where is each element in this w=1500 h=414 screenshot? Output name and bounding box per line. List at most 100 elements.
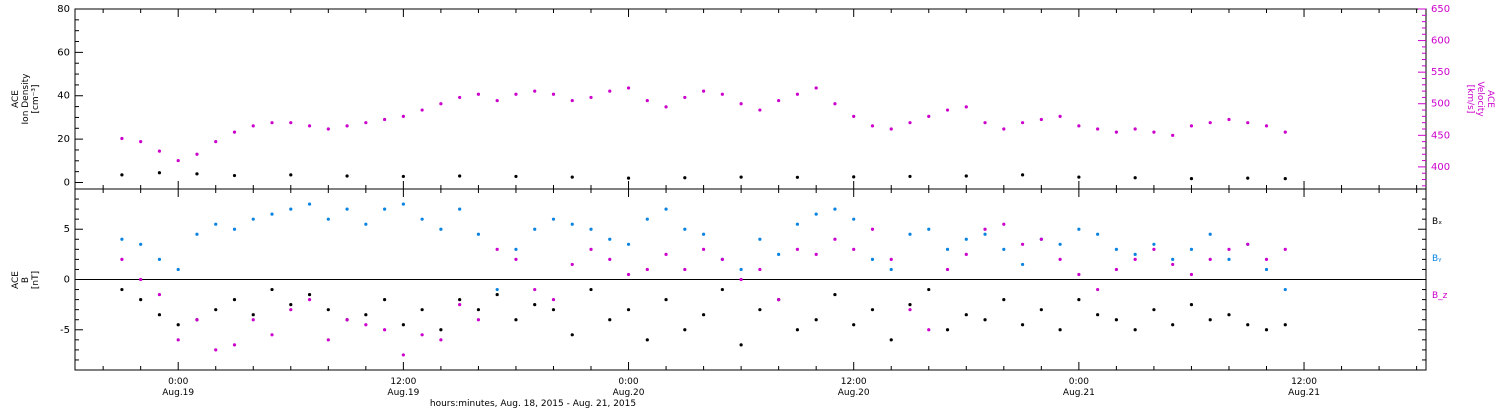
data-point-bottom bbox=[833, 292, 837, 297]
y2-axis-label-top-line: [km/s] bbox=[1465, 85, 1475, 114]
data-point-top bbox=[1283, 130, 1287, 134]
data-point-bottom bbox=[1152, 247, 1156, 251]
data-point-bottom bbox=[1208, 318, 1212, 322]
data-point-bottom bbox=[908, 308, 912, 312]
data-point-bottom bbox=[289, 303, 293, 307]
data-point-top bbox=[570, 175, 574, 179]
data-point-top bbox=[964, 105, 968, 109]
data-point-bottom bbox=[1133, 257, 1137, 261]
y2-tick-label-top: 400 bbox=[1431, 162, 1450, 173]
data-point-bottom bbox=[814, 252, 818, 256]
data-point-top bbox=[927, 114, 931, 118]
data-point-bottom bbox=[1264, 257, 1269, 261]
data-point-top bbox=[777, 98, 781, 103]
data-point-bottom bbox=[701, 313, 706, 317]
data-point-top bbox=[870, 124, 875, 128]
data-point-bottom bbox=[345, 207, 349, 211]
x-tick-label-date: Aug.19 bbox=[387, 388, 419, 398]
data-point-top bbox=[983, 121, 987, 125]
data-point-bottom bbox=[626, 308, 631, 312]
data-point-bottom bbox=[195, 232, 199, 236]
data-point-bottom bbox=[570, 222, 574, 226]
y2-tick-label-top: 550 bbox=[1431, 67, 1450, 78]
data-point-bottom bbox=[1171, 262, 1175, 267]
data-point-bottom bbox=[1208, 232, 1212, 236]
data-point-top bbox=[551, 92, 556, 96]
data-point-bottom bbox=[983, 232, 987, 236]
data-point-bottom bbox=[720, 257, 724, 261]
data-point-bottom bbox=[626, 242, 631, 246]
data-point-bottom bbox=[326, 308, 330, 312]
data-point-top bbox=[1002, 127, 1006, 131]
y-axis-label-bottom-line: ACE bbox=[11, 271, 21, 289]
data-point-bottom bbox=[1114, 247, 1118, 251]
data-point-top bbox=[814, 86, 818, 90]
data-point-top bbox=[345, 124, 349, 128]
data-point-top bbox=[570, 98, 574, 103]
data-point-top bbox=[852, 175, 856, 179]
data-point-bottom bbox=[251, 217, 255, 221]
data-point-top bbox=[739, 102, 743, 106]
data-point-bottom bbox=[514, 257, 518, 261]
data-point-bottom bbox=[589, 227, 593, 231]
y2-axis-label-top-line: ACE bbox=[1485, 90, 1495, 108]
data-point-bottom bbox=[945, 267, 950, 272]
data-point-top bbox=[758, 108, 762, 112]
x-tick-label-date: Aug.19 bbox=[162, 388, 194, 398]
data-point-bottom bbox=[1152, 308, 1156, 312]
data-point-bottom bbox=[645, 217, 649, 221]
y-axis-label-top-line: ACE bbox=[11, 90, 21, 108]
data-point-bottom bbox=[777, 252, 781, 256]
data-point-bottom bbox=[1039, 308, 1043, 312]
y-tick-label-top: 0 bbox=[64, 177, 70, 188]
data-point-top bbox=[1077, 175, 1081, 179]
x-tick-label-time: 12:00 bbox=[1291, 377, 1317, 387]
data-point-bottom bbox=[383, 328, 387, 332]
data-point-top bbox=[645, 98, 649, 103]
data-point-bottom bbox=[758, 237, 762, 241]
data-point-bottom bbox=[1058, 257, 1062, 261]
data-point-bottom bbox=[1077, 298, 1081, 302]
y2-tick-label-top: 600 bbox=[1431, 36, 1450, 47]
x-tick-label-time: 0:00 bbox=[618, 377, 638, 387]
data-point-bottom bbox=[214, 222, 218, 226]
data-point-bottom bbox=[476, 318, 481, 322]
data-point-bottom bbox=[232, 298, 237, 302]
data-point-top bbox=[439, 102, 443, 106]
data-point-top bbox=[683, 95, 687, 100]
data-point-bottom bbox=[289, 308, 293, 312]
data-point-bottom bbox=[364, 313, 368, 317]
data-point-bottom bbox=[1264, 328, 1269, 332]
data-point-bottom bbox=[1283, 323, 1287, 327]
data-point-bottom bbox=[401, 353, 405, 357]
data-point-bottom bbox=[589, 287, 593, 292]
data-point-bottom bbox=[495, 287, 499, 292]
data-point-top bbox=[1246, 176, 1250, 180]
data-point-bottom bbox=[626, 272, 631, 277]
data-point-bottom bbox=[739, 277, 743, 282]
data-point-bottom bbox=[1227, 313, 1231, 317]
data-point-top bbox=[383, 117, 387, 122]
y-tick-label-top: 60 bbox=[57, 47, 70, 58]
data-point-bottom bbox=[570, 262, 574, 267]
data-point-bottom bbox=[439, 227, 443, 231]
data-point-top bbox=[1114, 130, 1118, 134]
data-point-bottom bbox=[307, 292, 312, 297]
data-point-top bbox=[139, 140, 143, 144]
data-point-bottom bbox=[833, 237, 837, 241]
data-point-top bbox=[1208, 121, 1212, 125]
x-tick-label-time: 12:00 bbox=[390, 377, 416, 387]
data-point-bottom bbox=[251, 318, 255, 322]
y-axis-label-top: ACE Ion Density [cm⁻³] bbox=[11, 73, 41, 125]
data-point-bottom bbox=[645, 267, 649, 272]
data-point-bottom bbox=[270, 212, 274, 216]
data-point-bottom bbox=[1077, 227, 1081, 231]
data-point-top bbox=[401, 114, 405, 118]
legend-entry: Bₓ bbox=[1432, 217, 1442, 227]
data-point-top bbox=[458, 174, 462, 178]
x-tick-label-date: Aug.21 bbox=[1288, 388, 1320, 398]
data-point-bottom bbox=[176, 323, 180, 327]
data-point-top bbox=[289, 173, 293, 177]
data-point-bottom bbox=[608, 318, 612, 322]
